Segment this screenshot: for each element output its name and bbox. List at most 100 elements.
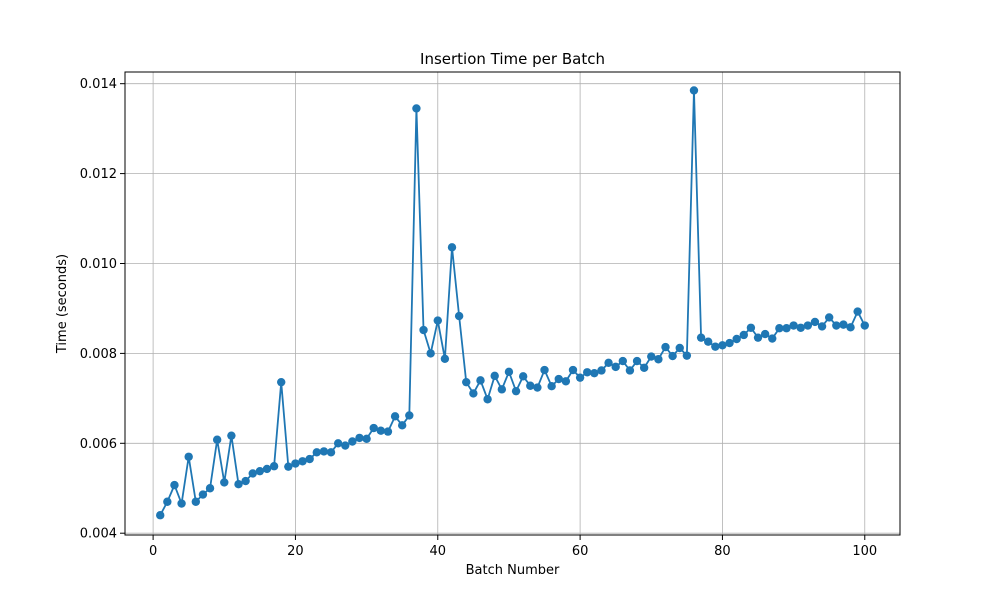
data-point — [753, 333, 763, 342]
data-point — [704, 337, 713, 346]
data-point — [227, 431, 236, 440]
data-point — [177, 499, 186, 508]
x-tick-label: 80 — [714, 544, 731, 559]
data-point — [305, 454, 314, 464]
data-point — [746, 323, 756, 332]
data-point — [739, 330, 748, 340]
data-point — [383, 427, 393, 436]
data-point — [277, 377, 286, 387]
data-point — [440, 354, 450, 363]
x-tick-label: 20 — [287, 544, 304, 559]
data-point — [333, 439, 343, 448]
x-axis-label: Batch Number — [466, 563, 560, 578]
data-point — [732, 334, 741, 344]
data-point — [725, 338, 734, 348]
data-point — [397, 421, 407, 430]
y-tick-label: 0.006 — [80, 437, 117, 452]
data-point — [269, 462, 279, 471]
data-point — [255, 466, 265, 476]
data-point — [547, 382, 556, 391]
data-point — [462, 377, 471, 387]
data-point — [433, 316, 442, 325]
data-point — [860, 321, 869, 330]
data-point — [376, 426, 386, 435]
data-point — [832, 321, 841, 330]
data-point — [775, 324, 784, 333]
data-point — [355, 433, 364, 443]
data-point — [810, 317, 820, 327]
y-tick-label: 0.010 — [80, 257, 117, 272]
data-point — [540, 365, 549, 375]
data-point — [824, 313, 834, 322]
data-point — [696, 333, 706, 342]
data-point — [611, 362, 620, 372]
data-point — [768, 334, 777, 343]
y-tick-label: 0.012 — [80, 167, 117, 182]
data-point — [518, 372, 528, 381]
data-point — [184, 452, 193, 461]
x-tick-label: 40 — [430, 544, 447, 559]
y-tick-label: 0.008 — [80, 347, 117, 362]
data-point — [590, 368, 599, 378]
data-point — [675, 343, 684, 353]
data-point — [220, 478, 229, 487]
data-point — [262, 464, 272, 474]
chart-title: Insertion Time per Batch — [420, 50, 605, 68]
data-point — [561, 377, 571, 386]
data-point — [789, 321, 798, 330]
data-point — [163, 497, 172, 506]
data-point — [625, 366, 635, 375]
x-tick-label: 60 — [572, 544, 589, 559]
data-point — [348, 437, 357, 446]
grid — [125, 72, 900, 535]
data-point — [170, 480, 179, 490]
data-point — [796, 323, 805, 332]
y-tick-label: 0.004 — [80, 527, 117, 542]
data-point — [369, 423, 378, 433]
data-point — [604, 358, 613, 368]
data-point — [412, 104, 421, 113]
data-point — [782, 324, 791, 333]
data-point — [326, 448, 336, 457]
x-tick-label: 0 — [149, 544, 157, 559]
data-point — [760, 329, 770, 339]
data-point — [668, 351, 677, 361]
data-point — [504, 367, 514, 377]
data-point — [291, 459, 300, 468]
data-point — [205, 484, 215, 493]
data-point — [241, 476, 250, 486]
y-tick-label: 0.014 — [80, 77, 117, 92]
x-tick-label: 100 — [852, 544, 877, 559]
data-point — [248, 469, 257, 478]
data-point — [454, 311, 464, 321]
plot-frame — [124, 71, 901, 536]
data-point — [490, 371, 499, 381]
data-point — [212, 435, 222, 444]
data-point — [803, 321, 813, 330]
data-point — [390, 412, 400, 421]
data-point — [554, 374, 563, 384]
data-point — [853, 307, 862, 316]
data-point — [639, 363, 649, 372]
data-point — [583, 368, 592, 377]
data-point — [846, 323, 855, 332]
data-point — [362, 434, 371, 443]
data-point — [198, 490, 208, 499]
data-point — [632, 356, 642, 366]
data-point — [689, 86, 699, 95]
series-line — [159, 89, 866, 516]
data-point — [298, 457, 307, 466]
data-point — [533, 383, 542, 392]
data-point — [234, 480, 243, 489]
data-point — [191, 497, 201, 506]
data-point — [419, 325, 428, 335]
data-point — [817, 322, 827, 331]
data-point — [469, 389, 478, 398]
data-point — [476, 376, 485, 385]
data-point — [319, 447, 329, 456]
y-axis-label: Time (seconds) — [55, 254, 70, 354]
data-point — [597, 366, 606, 375]
data-point — [284, 462, 293, 471]
data-point — [682, 351, 692, 360]
